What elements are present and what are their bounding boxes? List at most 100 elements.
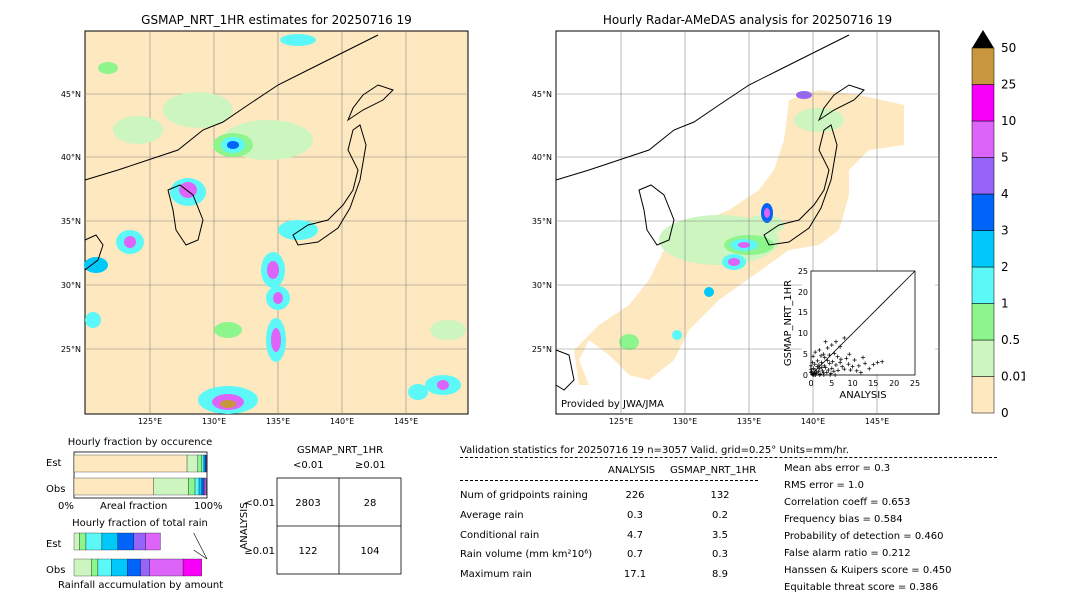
occurrence-bar-segment (201, 477, 204, 496)
occurrence-bar-segment (186, 454, 198, 473)
occurrence-row-label: Obs (46, 484, 65, 495)
score-line: False alarm ratio = 0.212 (784, 548, 911, 559)
scatter-point (819, 360, 824, 365)
occurrence-bar-segment (204, 477, 207, 496)
scatter-point (819, 365, 824, 370)
scatter-point (826, 368, 831, 373)
occurrence-title: Hourly fraction by occurence (67, 437, 213, 448)
scatter-point (829, 366, 834, 371)
validation-divider (460, 457, 997, 458)
scatter-point (838, 360, 843, 365)
occurrence-bar-segment (197, 454, 202, 473)
scatter-point (850, 364, 855, 369)
total-rain-bar-segment (101, 532, 119, 551)
colorbar-swatch (971, 266, 995, 304)
total-rain-bar-segment (140, 558, 150, 577)
scatter-point (809, 363, 813, 368)
scatter-point (821, 373, 826, 377)
total-rain-bar-segment (182, 558, 202, 577)
right-lon-label: 140°E (801, 417, 825, 425)
scatter-point (812, 362, 817, 367)
stat-gsmap: 0.3 (712, 549, 728, 560)
scatter-point (816, 369, 821, 374)
total-rain-bar-segment (91, 558, 99, 577)
stat-gsmap: 3.5 (712, 530, 728, 541)
total-rain-bar-segment (127, 558, 141, 577)
stat-label: Rain volume (mm km²10⁶) (460, 549, 593, 560)
scatter-y-tick: 25 (798, 267, 808, 276)
occurrence-bar-segment (194, 477, 200, 496)
scatter-y-tick: 10 (798, 329, 808, 338)
colorbar-label: 0 (1001, 406, 1009, 420)
total-rain-title: Hourly fraction of total rain (72, 518, 208, 529)
total-rain-connector (193, 532, 208, 560)
stat-gsmap: 8.9 (712, 569, 728, 580)
contingency-cell: 122 (298, 546, 317, 557)
right-lon-label: 135°E (737, 417, 761, 425)
occurrence-x0: 0% (58, 501, 74, 512)
contingency-row-label: ≥0.01 (244, 546, 275, 557)
left-lon-label: 130°E (202, 417, 226, 425)
contingency-col-label: ≥0.01 (355, 460, 386, 471)
validation-col-gsmap: GSMAP_NRT_1HR (670, 465, 757, 476)
stat-analysis: 4.7 (627, 530, 643, 541)
stat-analysis: 226 (625, 490, 645, 501)
contingency-title: GSMAP_NRT_1HR (296, 445, 384, 456)
scatter-point (875, 360, 880, 365)
contingency-col-label: <0.01 (293, 460, 324, 471)
scatter-point (815, 358, 820, 363)
total-rain-bar-segment (97, 558, 112, 577)
score-line: Correlation coeff = 0.653 (784, 497, 911, 508)
scatter-diagonal (810, 270, 916, 376)
stat-analysis: 0.3 (627, 510, 643, 521)
scatter-ylabel: GSMAP_NRT_1HR (783, 280, 794, 366)
total-rain-bar-segment (149, 558, 184, 577)
scatter-point (846, 362, 851, 367)
right-map: 0 5 10 15 20 25 0 5 10 15 20 25 ANALYSIS… (532, 30, 940, 425)
colorbar-swatch (971, 230, 995, 268)
left-lat-label: 35°N (61, 217, 81, 226)
total-rain-bar-segment (79, 532, 87, 551)
contingency-grid: 2803 28 122 104 ANALYSIS <0.01 ≥0.01 (239, 477, 402, 575)
scatter-point (817, 373, 822, 377)
validation-divider (460, 480, 758, 481)
stat-label: Num of gridpoints raining (460, 490, 588, 501)
scatter-point (829, 343, 834, 348)
scatter-point (831, 369, 836, 374)
scatter-point (861, 355, 865, 360)
right-lat-label: 35°N (532, 217, 552, 226)
right-map-credit: Provided by JWA/JMA (561, 399, 664, 410)
scatter-point (838, 344, 843, 349)
left-map-precip (84, 34, 466, 414)
left-map-graticule (85, 31, 468, 414)
occurrence-bar-segment (153, 477, 189, 496)
right-lat-label: 30°N (532, 281, 552, 290)
scatter-point (830, 359, 835, 364)
scatter-point (854, 368, 859, 373)
scatter-x-tick: 10 (848, 379, 858, 388)
colorbar-swatch (971, 339, 995, 377)
occurrence-bar-segment (203, 454, 206, 473)
scatter-point (825, 358, 830, 363)
total-rain-bar-segment (73, 532, 80, 551)
occurrence-bar-segment (204, 454, 207, 473)
scatter-x-tick: 15 (868, 379, 878, 388)
occurrence-chart: Est Obs (46, 451, 208, 499)
left-lon-label: 135°E (266, 417, 290, 425)
total-rain-bar-segment (111, 558, 128, 577)
colorbar-swatch (971, 84, 995, 122)
scatter-point (833, 373, 838, 377)
score-line: Probability of detection = 0.460 (784, 531, 944, 542)
colorbar-label: 3 (1001, 224, 1009, 238)
left-map-title: GSMAP_NRT_1HR estimates for 20250716 19 (141, 13, 412, 27)
score-line: RMS error = 1.0 (784, 480, 864, 491)
scatter-point (823, 365, 828, 370)
scatter-y-tick: 0 (803, 371, 808, 380)
right-lon-label: 130°E (673, 417, 697, 425)
stat-analysis: 17.1 (623, 569, 647, 580)
scatter-point (827, 361, 832, 366)
score-line: Frequency bias = 0.584 (784, 514, 903, 525)
left-lat-label: 30°N (61, 281, 81, 290)
colorbar-label: 2 (1001, 260, 1009, 274)
colorbar-swatch (971, 303, 995, 341)
